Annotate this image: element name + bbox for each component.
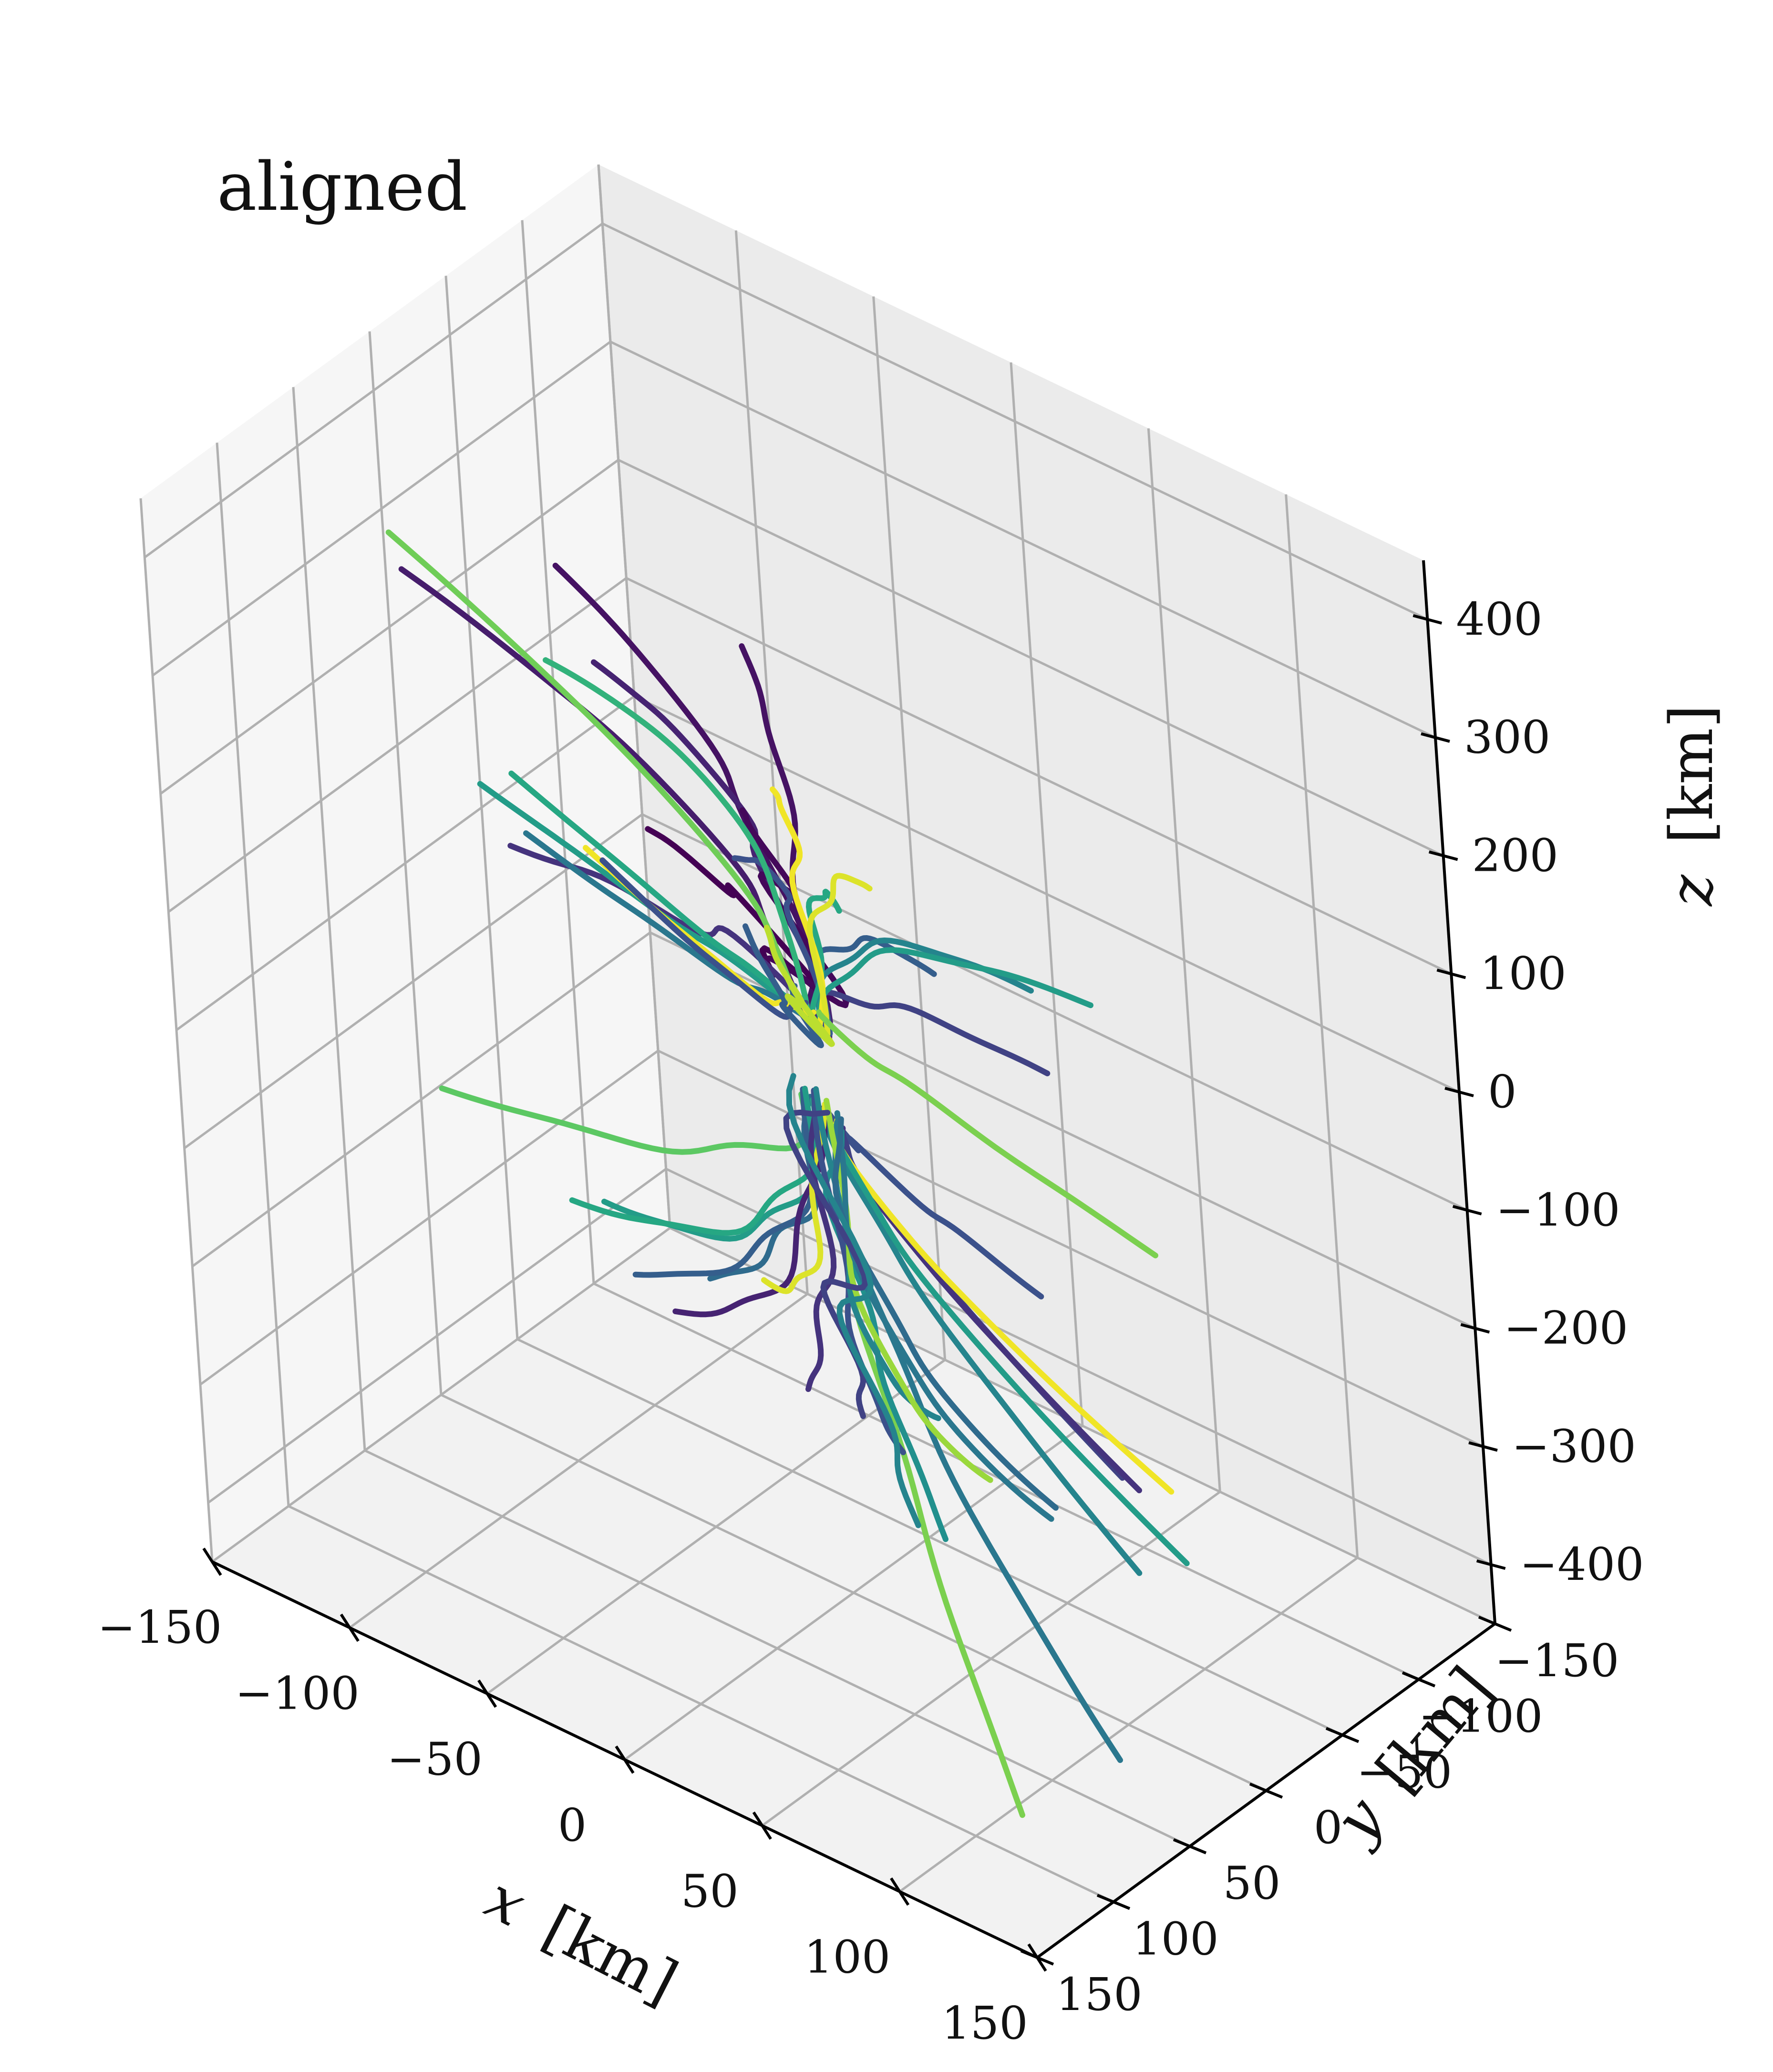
- z-tick-label: −400: [1520, 1538, 1644, 1591]
- y-tick-mark: [1478, 1616, 1512, 1632]
- y-tick-label: 150: [1056, 1969, 1142, 2021]
- grid-line-y-floor: [288, 1505, 1114, 1903]
- y-tick-label: 100: [1132, 1913, 1218, 1965]
- grid-line-z-back: [626, 577, 1452, 975]
- z-tick-label: −300: [1512, 1420, 1636, 1473]
- y-tick-label: −50: [1357, 1746, 1452, 1798]
- axis-ticks: −150−100−50050100150−150−100−50050100150…: [98, 593, 1644, 2050]
- z-axis-label: z [km]: [1657, 705, 1726, 907]
- x-axis-label: x [km]: [475, 1864, 688, 2018]
- field-line: [569, 1096, 821, 1236]
- field-line: [543, 657, 813, 1026]
- y-tick-mark: [1096, 1894, 1131, 1910]
- grid-line-z-left: [144, 222, 603, 558]
- x-tick-mark: [890, 1877, 910, 1906]
- x-tick-label: −150: [98, 1601, 222, 1654]
- grid-line-z-left: [191, 931, 651, 1268]
- x-tick-mark: [340, 1613, 360, 1642]
- grid-line-y-floor: [364, 1449, 1191, 1847]
- grid-line-z-left: [184, 813, 643, 1149]
- z-tick-mark: [1468, 1441, 1498, 1452]
- grid-line-z-left: [160, 459, 619, 795]
- y-tick-label: 50: [1223, 1857, 1281, 1910]
- y-tick-mark: [1249, 1783, 1283, 1799]
- field-line: [732, 855, 825, 1033]
- z-tick-mark: [1460, 1323, 1490, 1334]
- y-tick-label: −150: [1495, 1635, 1619, 1687]
- y-tick-mark: [1402, 1671, 1436, 1688]
- z-tick-label: 100: [1480, 948, 1566, 1000]
- field-line: [832, 1116, 1059, 1511]
- grid-line-z-back: [602, 222, 1428, 621]
- x-tick-mark: [477, 1680, 497, 1708]
- field-line: [806, 888, 842, 1021]
- x-tick-label: −50: [387, 1733, 482, 1786]
- x-tick-label: −100: [235, 1667, 360, 1720]
- grid-line-z-left: [152, 340, 611, 677]
- x-tick-label: 150: [941, 1997, 1028, 2050]
- y-tick-mark: [1325, 1727, 1360, 1743]
- grid-line-z-back: [609, 340, 1436, 739]
- grid-line-z-left: [167, 577, 627, 913]
- field-line: [763, 925, 835, 1047]
- z-tick-mark: [1476, 1559, 1506, 1570]
- field-line: [599, 857, 809, 1020]
- field-line: [815, 1009, 1158, 1258]
- x-tick-label: 50: [681, 1865, 739, 1917]
- grid-line-y-floor: [516, 1338, 1343, 1736]
- y-tick-label: −100: [1419, 1691, 1543, 1743]
- z-tick-label: 300: [1464, 711, 1550, 764]
- x-tick-mark: [752, 1811, 772, 1840]
- grid-line-y-floor: [669, 1227, 1496, 1625]
- z-tick-label: 0: [1488, 1066, 1516, 1118]
- x-tick-mark: [615, 1745, 635, 1774]
- y-tick-mark: [1020, 1949, 1054, 1966]
- field-line: [783, 1109, 868, 1419]
- z-tick-mark: [1412, 614, 1443, 625]
- grid-line-z-back: [618, 459, 1444, 857]
- field-line: [824, 1108, 1044, 1299]
- grid-line-z-left: [199, 1050, 659, 1386]
- z-tick-mark: [1428, 850, 1458, 861]
- grid-line-z-back: [665, 1167, 1492, 1566]
- x-tick-label: 100: [804, 1931, 890, 1984]
- field-line: [807, 873, 873, 1037]
- y-tick-label: 0: [1314, 1802, 1342, 1854]
- z-tick-label: −100: [1496, 1184, 1620, 1237]
- grid-line-z-back: [657, 1050, 1484, 1448]
- z-tick-label: 400: [1456, 593, 1542, 646]
- field-line: [823, 1109, 1143, 1576]
- grid-line-z-back: [633, 695, 1460, 1093]
- z-tick-mark: [1436, 969, 1466, 979]
- field-line: [822, 1104, 1190, 1567]
- grid-line-y-floor: [440, 1393, 1267, 1792]
- z-tick-mark: [1421, 732, 1450, 743]
- annotation-label: aligned: [217, 148, 467, 226]
- z-tick-mark: [1444, 1087, 1474, 1097]
- z-tick-label: −200: [1504, 1302, 1628, 1355]
- z-tick-mark: [1452, 1205, 1482, 1216]
- z-tick-label: 200: [1472, 829, 1558, 882]
- field-line: [786, 1073, 921, 1528]
- x-tick-mark: [202, 1547, 222, 1576]
- grid-line-z-left: [175, 695, 635, 1031]
- x-tick-label: 0: [558, 1799, 587, 1852]
- y-tick-mark: [1173, 1838, 1207, 1855]
- field-line: [742, 923, 824, 1049]
- field-lines: [385, 529, 1190, 1818]
- grid-line-z-left: [207, 1168, 667, 1504]
- field-line: [817, 947, 1093, 1020]
